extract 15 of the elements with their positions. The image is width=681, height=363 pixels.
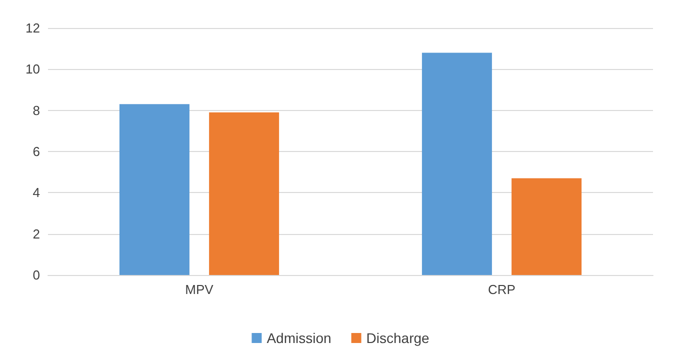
x-tick-label: CRP	[488, 282, 516, 297]
y-tick-label: 6	[32, 144, 40, 159]
bar	[422, 52, 492, 275]
y-tick-label: 4	[32, 185, 40, 200]
bar	[209, 112, 280, 275]
legend-label: Admission	[266, 330, 332, 346]
legend-label: Discharge	[366, 330, 430, 346]
y-tick-label: 0	[32, 268, 40, 282]
bar	[119, 104, 190, 275]
y-tick-label: 2	[32, 226, 40, 242]
y-tick-label: 8	[32, 102, 40, 118]
x-tick-label: MPV	[185, 282, 214, 297]
y-tick-label: 12	[26, 20, 40, 36]
bar	[512, 178, 582, 275]
y-tick-label: 10	[26, 62, 40, 77]
